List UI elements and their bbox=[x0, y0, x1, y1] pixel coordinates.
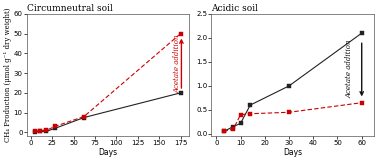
Y-axis label: CH₄ Production (μmol g⁻¹ dry weight): CH₄ Production (μmol g⁻¹ dry weight) bbox=[4, 8, 12, 142]
Text: Acetate addition: Acetate addition bbox=[345, 40, 353, 98]
X-axis label: Days: Days bbox=[283, 148, 302, 157]
Text: Acetate addition: Acetate addition bbox=[173, 34, 181, 93]
Text: Circumneutral soil: Circumneutral soil bbox=[27, 4, 113, 13]
Text: Acidic soil: Acidic soil bbox=[211, 4, 258, 13]
X-axis label: Days: Days bbox=[98, 148, 118, 157]
